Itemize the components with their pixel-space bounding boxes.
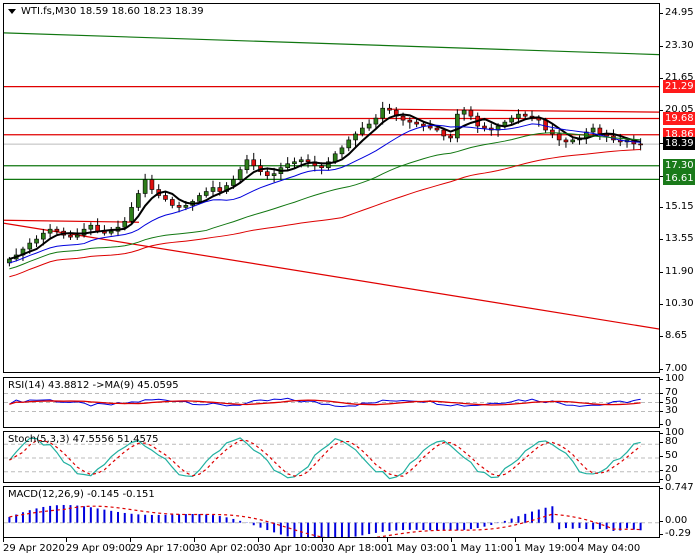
- stochastic-axis: 100 80 50 20 0: [660, 427, 700, 484]
- time-label: 1 May 03:00: [387, 538, 450, 554]
- time-label: 1 May 11:00: [451, 538, 514, 554]
- time-label: 1 May 19:00: [515, 538, 578, 554]
- indicator-tick: 0: [660, 418, 671, 429]
- symbol-ohlc: WTI.fs,M30 18.59 18.60 18.23 18.39: [21, 6, 204, 17]
- stochastic-canvas[interactable]: [4, 432, 660, 483]
- macd-axis: 0.747 0.00 -0.29: [660, 482, 700, 539]
- indicator-tick: 0: [660, 473, 671, 484]
- indicator-tick: 80: [660, 436, 678, 447]
- macd-pane[interactable]: MACD(12,26,9) -0.145 -0.151: [3, 486, 660, 538]
- indicator-tick: 50: [660, 396, 678, 407]
- macd-canvas[interactable]: [4, 487, 660, 538]
- time-label: 30 Apr 18:00: [322, 538, 388, 554]
- price-axis[interactable]: 24.9523.3021.6520.0518.4016.7515.1513.55…: [660, 3, 700, 374]
- price-tick: 20.05: [660, 104, 694, 115]
- time-label: 30 Apr 02:00: [194, 538, 260, 554]
- indicator-tick: 0.00: [660, 515, 687, 526]
- stochastic-pane[interactable]: Stoch(5,3,3) 47.5556 51.4575: [3, 431, 660, 483]
- indicator-tick: 0.747: [660, 482, 694, 493]
- price-label-red: 21.29: [663, 79, 695, 93]
- indicator-tick: 30: [660, 405, 678, 416]
- price-tick: 11.90: [660, 266, 694, 277]
- trend-line[interactable]: [388, 108, 660, 113]
- trend-line[interactable]: [4, 222, 660, 330]
- price-tick: 21.65: [660, 72, 694, 83]
- time-label: 29 Apr 17:00: [130, 538, 196, 554]
- stochastic-title: Stoch(5,3,3) 47.5556 51.4575: [8, 434, 159, 445]
- price-tick: 10.30: [660, 298, 694, 309]
- rsi-canvas[interactable]: [4, 378, 660, 428]
- symbol-header: WTI.fs,M30 18.59 18.60 18.23 18.39: [8, 6, 204, 17]
- indicator-tick: 50: [660, 450, 678, 461]
- price-chart-canvas[interactable]: [4, 4, 660, 373]
- time-label: 30 Apr 10:00: [258, 538, 324, 554]
- time-label: 29 Apr 09:00: [66, 538, 132, 554]
- indicator-tick: 100: [660, 373, 684, 384]
- price-tick: 7.00: [660, 363, 687, 374]
- price-tick: 8.65: [660, 330, 687, 341]
- trend-line[interactable]: [4, 32, 660, 56]
- price-label-green: 17.30: [663, 158, 695, 172]
- price-chart-pane[interactable]: WTI.fs,M30 18.59 18.60 18.23 18.39: [3, 3, 660, 373]
- price-label-red: 19.68: [663, 111, 695, 125]
- collapse-arrow-icon[interactable]: [8, 8, 16, 14]
- price-label-current: 18.39: [663, 137, 695, 151]
- price-tick: 15.15: [660, 201, 694, 212]
- indicator-tick: 100: [660, 427, 684, 438]
- price-tick: 24.95: [660, 7, 694, 18]
- time-label: 29 Apr 2020: [3, 538, 65, 554]
- indicator-tick: -0.29: [660, 528, 691, 539]
- rsi-axis: 100 70 50 30 0: [660, 373, 700, 429]
- rsi-title: RSI(14) 43.8812 ->MA(9) 45.0595: [8, 380, 179, 391]
- price-label-green: 16.61: [663, 172, 695, 186]
- time-label: 4 May 04:00: [578, 538, 641, 554]
- time-axis[interactable]: 29 Apr 2020 29 Apr 09:00 29 Apr 17:00 30 Ap…: [0, 538, 700, 560]
- macd-title: MACD(12,26,9) -0.145 -0.151: [8, 489, 155, 500]
- indicator-tick: 70: [660, 387, 678, 398]
- indicator-tick: 20: [660, 464, 678, 475]
- rsi-pane[interactable]: RSI(14) 43.8812 ->MA(9) 45.0595: [3, 377, 660, 428]
- price-tick: 23.30: [660, 40, 694, 51]
- price-tick: 13.55: [660, 233, 694, 244]
